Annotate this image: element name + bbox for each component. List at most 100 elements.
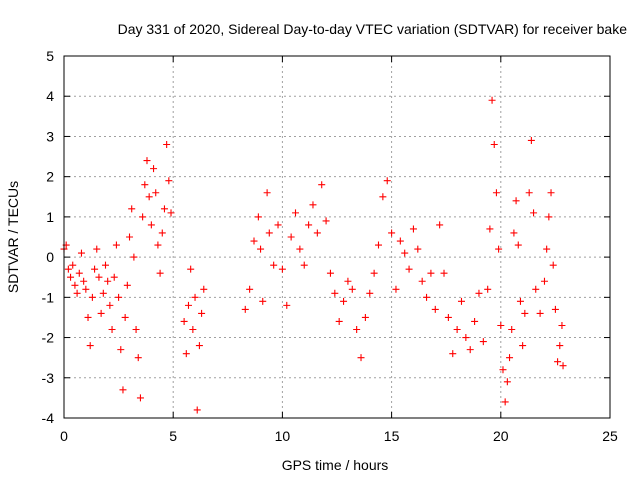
data-point xyxy=(374,241,382,249)
data-point xyxy=(145,193,153,201)
chart-title: Day 331 of 2020, Sidereal Day-to-day VTE… xyxy=(118,21,628,37)
data-point xyxy=(506,354,514,362)
data-point xyxy=(331,289,339,297)
data-point xyxy=(108,326,116,334)
data-point xyxy=(532,285,540,293)
x-tick-label: 20 xyxy=(493,428,509,444)
data-point xyxy=(521,309,529,317)
x-tick-label: 10 xyxy=(275,428,291,444)
data-point xyxy=(259,297,267,305)
data-point xyxy=(418,277,426,285)
data-point xyxy=(556,342,564,350)
data-point xyxy=(180,317,188,325)
data-point xyxy=(91,265,99,273)
data-point xyxy=(405,265,413,273)
ticks-layer: -4 -3 -2 -1 0 1 2 3 4 5 0 5 10 15 20 25 xyxy=(42,48,618,444)
x-tick-label: 5 xyxy=(169,428,177,444)
y-tick-label: 5 xyxy=(46,48,54,64)
data-point xyxy=(457,297,465,305)
data-point xyxy=(344,277,352,285)
data-point xyxy=(484,285,492,293)
data-point xyxy=(123,281,131,289)
data-point xyxy=(86,342,94,350)
data-point xyxy=(263,189,271,197)
data-point xyxy=(497,321,505,329)
data-point xyxy=(536,309,544,317)
data-point xyxy=(444,313,452,321)
data-point xyxy=(543,245,551,253)
data-point xyxy=(440,269,448,277)
data-point xyxy=(453,326,461,334)
data-point xyxy=(163,140,171,148)
data-point xyxy=(147,221,155,229)
data-point xyxy=(503,378,511,386)
y-tick-label: 2 xyxy=(46,169,54,185)
data-point xyxy=(150,165,158,173)
data-point xyxy=(519,342,527,350)
data-point xyxy=(501,398,509,406)
data-point xyxy=(71,281,79,289)
data-point xyxy=(184,301,192,309)
data-point xyxy=(392,285,400,293)
data-point xyxy=(379,193,387,201)
data-point xyxy=(427,269,435,277)
data-point xyxy=(241,305,249,313)
data-point xyxy=(296,245,304,253)
data-point xyxy=(101,261,109,269)
data-point xyxy=(471,317,479,325)
data-point xyxy=(488,96,496,104)
data-point xyxy=(551,305,559,313)
data-point xyxy=(558,321,566,329)
data-point xyxy=(187,265,195,273)
data-point xyxy=(436,221,444,229)
data-point xyxy=(409,225,417,233)
data-point xyxy=(283,301,291,309)
data-point xyxy=(195,342,203,350)
data-point xyxy=(313,229,321,237)
plot-frame xyxy=(63,55,611,419)
data-point xyxy=(152,189,160,197)
x-tick-label: 25 xyxy=(602,428,618,444)
data-point xyxy=(254,213,262,221)
data-point xyxy=(112,241,120,249)
data-point xyxy=(348,285,356,293)
data-point xyxy=(84,313,92,321)
y-tick-label: 1 xyxy=(46,209,54,225)
data-point xyxy=(499,366,507,374)
data-point xyxy=(287,233,295,241)
y-tick-label: -1 xyxy=(42,289,55,305)
data-point xyxy=(156,269,164,277)
data-point xyxy=(549,261,557,269)
data-point xyxy=(274,221,282,229)
data-point xyxy=(64,265,72,273)
data-point xyxy=(525,189,533,197)
data-point xyxy=(141,181,149,189)
data-point xyxy=(559,362,567,370)
data-point xyxy=(132,326,140,334)
y-tick-label: -3 xyxy=(42,370,55,386)
data-point xyxy=(462,334,470,342)
data-point xyxy=(383,177,391,185)
data-point xyxy=(547,189,555,197)
data-point xyxy=(353,326,361,334)
data-point xyxy=(119,386,127,394)
data-point xyxy=(77,249,85,257)
data-point xyxy=(335,317,343,325)
data-point xyxy=(510,229,518,237)
data-point xyxy=(300,261,308,269)
data-point xyxy=(93,245,101,253)
data-point xyxy=(80,277,88,285)
data-point xyxy=(423,293,431,301)
data-point xyxy=(104,277,112,285)
data-point xyxy=(516,297,524,305)
data-point xyxy=(475,289,483,297)
data-point xyxy=(136,394,144,402)
y-tick-label: 4 xyxy=(46,88,54,104)
data-point xyxy=(246,285,254,293)
data-point xyxy=(250,237,258,245)
data-point xyxy=(396,237,404,245)
data-point xyxy=(265,229,273,237)
data-point xyxy=(340,297,348,305)
data-point xyxy=(292,209,300,217)
x-axis-label: GPS time / hours xyxy=(282,457,389,473)
